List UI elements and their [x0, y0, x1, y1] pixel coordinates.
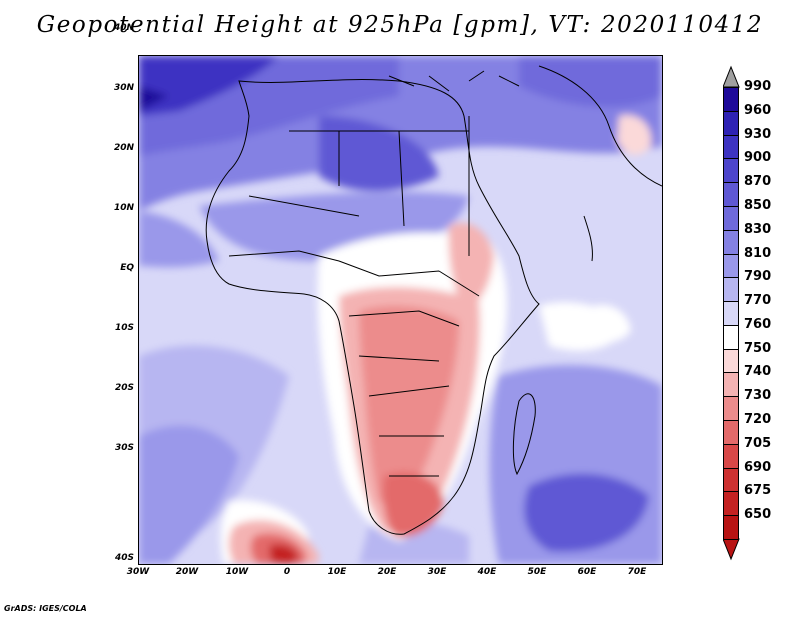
colorbar-swatch	[723, 110, 739, 136]
lon-label-10w: 10W	[225, 567, 249, 577]
colorbar-label: 750	[744, 340, 772, 356]
colorbar-label: 850	[744, 197, 772, 213]
colorbar-label: 720	[744, 412, 772, 428]
map-panel[interactable]	[138, 55, 663, 565]
colorbar-label: 900	[744, 150, 772, 166]
lat-label-eq: EQ	[120, 263, 134, 273]
lat-label-30n: 30N	[113, 83, 134, 93]
colorbar-swatch	[723, 301, 739, 326]
colorbar-label: 810	[744, 245, 772, 261]
colorbar-label: 870	[744, 174, 772, 190]
lat-label-20s: 20S	[114, 383, 134, 393]
colorbar-swatch	[723, 348, 739, 374]
colorbar-label: 740	[744, 364, 772, 380]
lon-label-60e: 60E	[577, 567, 597, 577]
colorbar-swatch	[723, 467, 739, 493]
colorbar-swatch	[723, 134, 739, 160]
colorbar-label: 730	[744, 388, 772, 404]
colorbar-label: 990	[744, 79, 772, 94]
lat-label-30s: 30S	[114, 443, 134, 453]
colorbar-swatch	[723, 205, 739, 231]
colorbar-legend: 990 960 930 900 870 850 830 810 790 770 760 750 740 7…	[723, 63, 799, 563]
lon-label-50e: 50E	[527, 567, 547, 577]
coastlines	[205, 65, 662, 535]
colorbar-label: 770	[744, 293, 772, 309]
colorbar-top-triangle	[723, 65, 740, 88]
colorbar-swatch	[723, 396, 739, 422]
colorbar-swatch	[723, 277, 739, 303]
lon-label-30e: 30E	[427, 567, 447, 577]
colorbar-label: 705	[744, 435, 772, 451]
colorbar-bottom-triangle	[723, 538, 740, 561]
map-title: Geopotential Height at 925hPa [gpm], VT:…	[36, 12, 764, 38]
colorbar-label: 690	[744, 459, 772, 475]
colorbar-swatch	[723, 182, 739, 207]
colorbar-label: 760	[744, 316, 772, 332]
colorbar-label: 675	[744, 483, 772, 499]
lat-label-40n: 40N	[113, 23, 134, 33]
colorbar-label: 790	[744, 269, 772, 285]
lon-label-20w: 20W	[175, 567, 199, 577]
colorbar-swatch	[723, 515, 739, 540]
lat-label-10s: 10S	[114, 323, 134, 333]
colorbar-swatch	[723, 229, 739, 255]
colorbar-swatch	[723, 491, 739, 517]
lon-label-70e: 70E	[627, 567, 647, 577]
grads-footer: GrADS: IGES/COLA	[4, 604, 87, 613]
colorbar-label: 830	[744, 221, 772, 237]
colorbar-swatch	[723, 87, 739, 112]
colorbar-swatch	[723, 443, 739, 469]
lat-label-40s: 40S	[114, 553, 134, 563]
colorbar-label: 960	[744, 102, 772, 118]
colorbar-swatch	[723, 253, 739, 279]
colorbar-label: 650	[744, 507, 772, 523]
colorbar-swatch	[723, 324, 739, 350]
lat-label-20n: 20N	[113, 143, 134, 153]
lon-label-30w: 30W	[126, 567, 150, 577]
colorbar-swatch	[723, 372, 739, 398]
geopotential-field	[139, 56, 662, 564]
lat-label-10n: 10N	[113, 203, 134, 213]
lon-label-40e: 40E	[477, 567, 497, 577]
colorbar-swatch	[723, 420, 739, 445]
colorbar-swatch	[723, 158, 739, 184]
lon-label-10e: 10E	[327, 567, 347, 577]
colorbar-label: 930	[744, 126, 772, 142]
lon-label-20e: 20E	[377, 567, 397, 577]
lon-label-0: 0	[283, 567, 291, 577]
